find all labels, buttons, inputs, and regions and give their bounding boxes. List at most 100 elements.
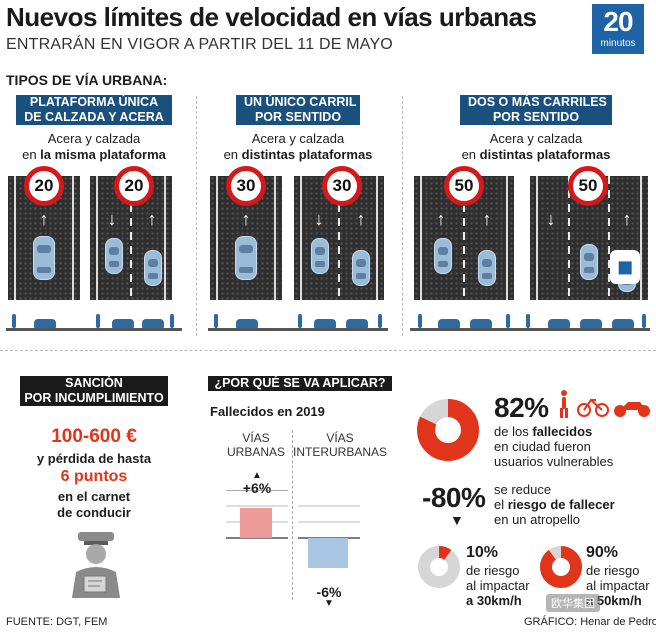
sanction-label: SANCIÓN POR INCUMPLIMIENTO <box>20 376 168 406</box>
car-side-icon <box>314 319 336 328</box>
risk30-line1: de riesgo <box>466 563 520 578</box>
donut-vulnerable <box>417 399 479 461</box>
page-subtitle: ENTRARÁN EN VIGOR A PARTIR DEL 11 DE MAY… <box>6 36 393 53</box>
sanction-amount: 100-600 € <box>51 426 137 447</box>
car-side-icon <box>612 319 634 328</box>
type-1-desc: Acera y calzada en la misma plataforma <box>6 131 182 163</box>
type-3-desc-line1: Acera y calzada <box>489 131 583 146</box>
ground-line <box>208 328 388 331</box>
type-2-desc-bold: distintas plataformas <box>241 147 373 162</box>
pedestrian-icon <box>214 314 218 328</box>
car-icon <box>434 238 452 274</box>
risk30-line2: al impactar <box>466 578 530 593</box>
motorcycle-icon <box>614 402 650 417</box>
bicycle-icon <box>577 398 609 417</box>
vulnerable-line1: de los fallecidos <box>494 424 592 439</box>
urban-arrow: ▲ <box>252 470 262 481</box>
why-label: ¿POR QUÉ SE VA APLICAR? <box>208 376 392 391</box>
deaths-title: Fallecidos en 2019 <box>210 404 325 419</box>
type-1-banner-line2: DE CALZADA Y ACERA <box>22 110 166 125</box>
interurban-label-line2: INTERURBANAS <box>292 445 387 459</box>
pedestrian-icon <box>96 314 100 328</box>
pedestrian-bike-moto-icons <box>560 390 650 418</box>
urban-label-line2: URBANAS <box>226 445 285 459</box>
type-2-desc-line1: Acera y calzada <box>251 131 345 146</box>
type-2-banner-line2: POR SENTIDO <box>242 110 354 125</box>
speed-sign-type-3a: 50 <box>444 166 484 206</box>
credit-prefix: GRÁFICO: <box>524 616 581 628</box>
footer-source: FUENTE: DGT, FEM <box>6 616 108 628</box>
divider <box>196 96 197 336</box>
interurban-change-label: -6% <box>316 584 342 600</box>
car-icon <box>352 250 370 286</box>
arrow-down-icon: ↓ <box>107 209 117 229</box>
type-3-desc-prefix: en <box>461 147 480 162</box>
donut-risk-30 <box>418 546 460 588</box>
interurban-label-line1: VÍAS <box>326 431 354 445</box>
arrow-down-icon: ↓ <box>546 209 556 229</box>
sanction-label-line1: SANCIÓN <box>59 376 129 391</box>
vulnerable-line2: en ciudad fueron <box>494 439 591 454</box>
risk50-line1: de riesgo <box>586 563 640 578</box>
speed-sign-type-3b: 50 <box>568 166 608 206</box>
car-icon <box>144 250 162 286</box>
pedestrian-icon <box>298 314 302 328</box>
reduction-line1: se reduce <box>494 482 552 497</box>
down-arrow-icon: ▼ <box>450 512 464 528</box>
footer-credit: GRÁFICO: Henar de Pedro <box>524 616 656 628</box>
speed-sign-type-2a: 30 <box>226 166 266 206</box>
car-side-icon <box>548 319 570 328</box>
arrow-up-icon: ↑ <box>482 209 492 229</box>
vulnerable-pct: 82% <box>494 392 549 423</box>
ground-line <box>6 328 182 331</box>
speed-sign-type-1b: 20 <box>114 166 154 206</box>
reduction-prefix: el <box>494 497 508 512</box>
type-3-banner-line1: DOS O MÁS CARRILES <box>466 95 607 110</box>
types-label: TIPOS DE VÍA URBANA: <box>6 72 168 88</box>
type-3-desc-bold: distintas plataformas <box>479 147 611 162</box>
type-2-desc-prefix: en <box>223 147 242 162</box>
car-side-icon <box>34 319 56 328</box>
pedestrian-icon <box>170 314 174 328</box>
donut-value <box>418 546 460 588</box>
deaths-bar-chart <box>226 490 360 568</box>
vulnerable-line3: usuarios vulnerables <box>494 454 614 469</box>
pedestrian-icon <box>642 314 646 328</box>
pedestrian-icon <box>526 314 530 328</box>
arrow-up-icon: ↑ <box>356 209 366 229</box>
car-side-icon <box>142 319 164 328</box>
type-1-banner: PLATAFORMA ÚNICA DE CALZADA Y ACERA <box>16 95 172 125</box>
speed-sign-type-2b: 30 <box>322 166 362 206</box>
type-1-banner-line1: PLATAFORMA ÚNICA <box>22 95 166 110</box>
type-1-desc-line1: Acera y calzada <box>47 131 141 146</box>
interurban-arrow: ▼ <box>324 598 334 609</box>
arrow-up-icon: ↑ <box>241 209 251 229</box>
type-3-banner-line2: POR SENTIDO <box>466 110 606 125</box>
sanction-points: 6 puntos <box>60 468 128 485</box>
watermark: 欧华集团 <box>546 594 600 612</box>
donut-risk-50 <box>540 546 582 588</box>
page-title: Nuevos límites de velocidad en vías urba… <box>6 2 537 32</box>
pedestrian-icon <box>506 314 510 328</box>
arrow-down-icon: ↓ <box>314 209 324 229</box>
reduction-bold: riesgo de fallecer <box>507 497 615 512</box>
pedestrian-icon <box>12 314 16 328</box>
donut-value <box>540 546 582 588</box>
arrow-up-icon: ↑ <box>622 209 632 229</box>
road-type-1b: ↓ ↑ <box>90 176 172 300</box>
car-side-icon <box>346 319 368 328</box>
urban-label: VÍAS URBANAS <box>224 431 288 459</box>
sanction-line2: y pérdida de hasta <box>36 451 152 466</box>
logo-number: 20 <box>603 6 633 37</box>
vulnerable-prefix: de los <box>494 424 533 439</box>
chart-divider <box>292 430 293 600</box>
section-divider <box>0 350 656 351</box>
donut-value <box>417 399 479 461</box>
logo-badge-icon: ◼ <box>610 250 640 284</box>
car-side-icon <box>236 319 258 328</box>
type-2-banner-line1: UN ÚNICO CARRIL <box>242 95 357 110</box>
reduction-pct: -80% <box>422 482 486 513</box>
type-1-desc-prefix: en <box>22 147 41 162</box>
pedestrian-icon <box>378 314 382 328</box>
arrow-up-icon: ↑ <box>39 209 49 229</box>
